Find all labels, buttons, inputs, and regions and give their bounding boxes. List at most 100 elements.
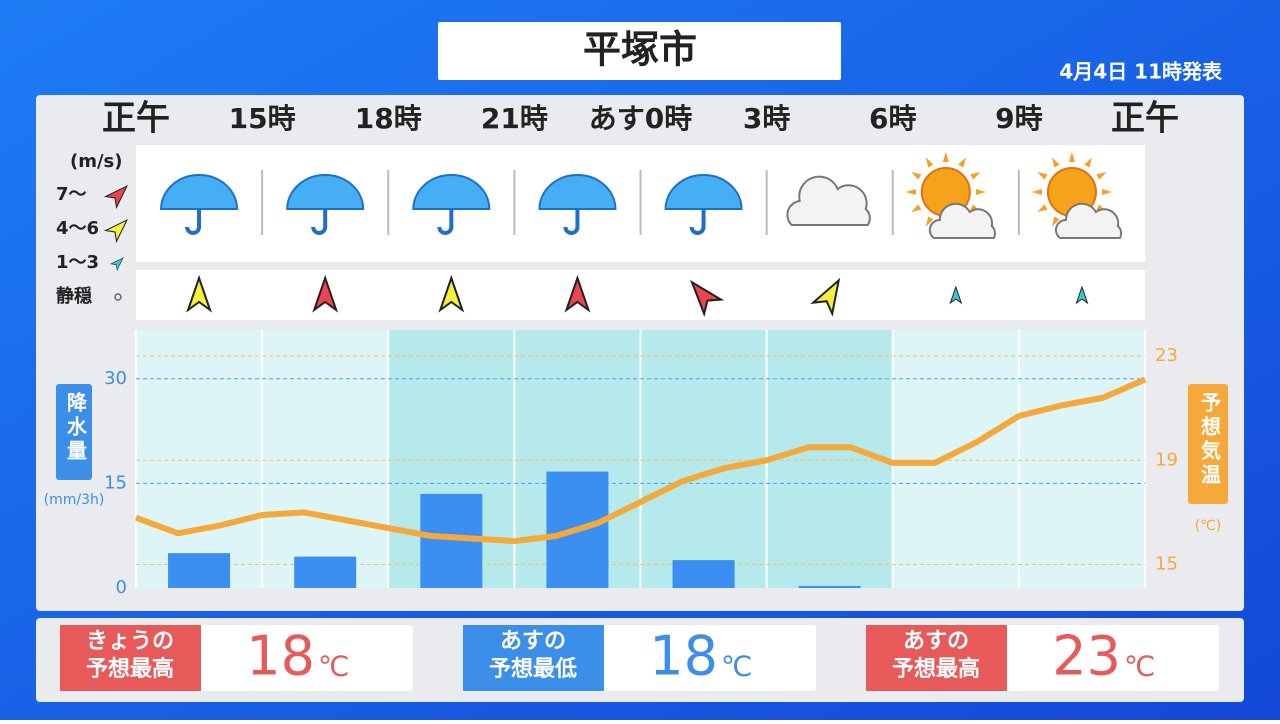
summary-label-line: 予想最高 [86, 656, 174, 682]
bar [798, 585, 861, 588]
y-unit: (mm/3h) [44, 492, 105, 508]
x-tick-label: 21時 [481, 102, 548, 135]
sun-ray [1084, 157, 1092, 168]
wind-arrow [186, 274, 213, 313]
umbrella-canopy [286, 174, 365, 210]
umbrella-handle [185, 209, 202, 235]
summary-value: 23 [1052, 625, 1121, 688]
umbrella-icon [538, 174, 617, 235]
sun-ray [1068, 152, 1075, 162]
y2-tick-label: 15 [1155, 554, 1178, 575]
y-tick-label: 30 [104, 368, 127, 389]
umbrella-icon [160, 174, 239, 235]
sun-ray [970, 172, 981, 180]
wind-legend-label: 4〜6 [56, 218, 99, 239]
summary-unit: ℃ [318, 650, 349, 683]
y2-tick-label: 19 [1155, 449, 1178, 470]
umbrella-canopy [538, 174, 617, 210]
wind-unit: (m/s) [70, 151, 123, 172]
wind-arrow [690, 279, 725, 318]
x-tick-label: 18時 [355, 102, 422, 135]
summary-label-line: 予想最高 [892, 656, 980, 682]
sun-cloud-icon [1031, 152, 1123, 239]
wind-arrow [810, 277, 841, 317]
summary-unit: ℃ [721, 650, 752, 683]
y-tick-label: 0 [116, 577, 127, 598]
sun-ray [925, 216, 934, 227]
wind-legend-arrow [109, 257, 124, 272]
bar [294, 556, 357, 588]
wind-legend-label: 7〜 [56, 184, 87, 205]
summary-label: きょうの予想最高 [86, 629, 174, 682]
umbrella-icon [412, 174, 491, 235]
umbrella-handle [689, 209, 706, 235]
layer: 正午 15時 18時 21時 あす0時 3時 6時 9時 正午 0 15 30 15 19 23 降水量 (mm… [44, 99, 1228, 691]
summary-label: あすの予想最低 [489, 629, 577, 682]
umbrella-icon [286, 174, 365, 235]
cloud [1054, 202, 1123, 239]
x-tick-label: 15時 [229, 102, 296, 135]
x-tick-label: あす0時 [589, 102, 692, 135]
bar [168, 553, 231, 588]
chart-band [640, 330, 767, 588]
y-label-box [56, 384, 92, 480]
sun-ray [911, 172, 922, 180]
chart-band [136, 330, 263, 588]
sun-ray [1101, 189, 1112, 195]
wind-legend-label: 1〜3 [56, 252, 99, 273]
sun-ray [905, 189, 916, 195]
x-tick-label: 3時 [743, 102, 790, 135]
sun-ray [942, 152, 949, 162]
wind-legend-calm [114, 293, 122, 301]
y2-label-box [1188, 384, 1228, 504]
x-tick-label: 正午 [102, 99, 170, 139]
umbrella-handle [437, 209, 454, 235]
summary-label-line: あすの [903, 629, 969, 654]
x-tick-label: 6時 [869, 102, 916, 135]
title-box [438, 22, 841, 80]
umbrella-canopy [160, 174, 239, 210]
umbrella-canopy [412, 174, 491, 210]
chart-band [892, 330, 1019, 588]
y2-unit: (℃) [1195, 518, 1222, 534]
issued: 4月4日 11時発表 [1059, 60, 1223, 84]
chart-band [766, 330, 893, 588]
summary-label-line: きょうの [86, 629, 174, 654]
sun-ray [958, 157, 966, 168]
wind-arrow [1075, 285, 1089, 305]
bar [672, 560, 735, 588]
summary-label-box [60, 625, 201, 691]
wind-legend-arrow [103, 184, 129, 210]
sun-ray [1096, 172, 1107, 180]
umbrella-canopy [664, 174, 743, 210]
chart-band [262, 330, 389, 588]
sun-ray [1037, 204, 1048, 212]
summary-label-line: あすの [500, 629, 566, 654]
summary-label: あすの予想最高 [892, 629, 980, 682]
wind-arrow [438, 274, 465, 313]
wind-legend-arrow [103, 218, 129, 244]
temperature-line [134, 376, 1147, 545]
summary-value: 18 [649, 625, 718, 688]
x-tick-label: 正午 [1111, 99, 1179, 139]
summary-label-box [463, 625, 604, 691]
summary-label-box [866, 625, 1007, 691]
cloud-icon [786, 175, 871, 226]
umbrella-icon [664, 174, 743, 235]
sun-ray [1051, 157, 1060, 168]
chart-band [1018, 330, 1145, 588]
umbrella-handle [563, 209, 580, 235]
sun-ray [975, 189, 986, 195]
summary-unit: ℃ [1124, 650, 1155, 683]
wind-arrow [949, 285, 963, 305]
cloud [786, 175, 871, 226]
y2-axis-label: 予想気温 [1198, 392, 1222, 488]
summary-value: 18 [246, 625, 315, 688]
sun-ray [925, 157, 934, 168]
sun-ray [1031, 189, 1042, 195]
summary-label-line: 予想最低 [489, 657, 577, 682]
x-tick-label: 9時 [995, 102, 1042, 135]
y-axis-label: 降水量 [64, 391, 88, 464]
